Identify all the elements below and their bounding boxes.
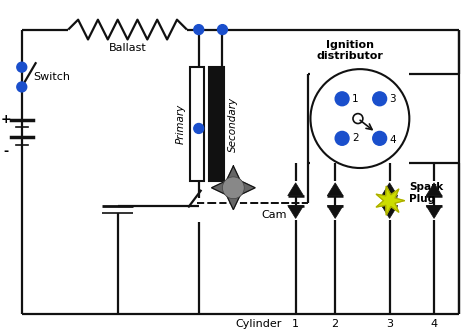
Bar xyxy=(190,67,204,181)
Text: 4: 4 xyxy=(430,319,438,329)
Circle shape xyxy=(335,92,349,106)
Polygon shape xyxy=(426,183,442,196)
Text: 3: 3 xyxy=(386,319,393,329)
Text: +: + xyxy=(0,113,11,126)
Text: Spark
Plug: Spark Plug xyxy=(410,182,444,204)
Circle shape xyxy=(194,25,204,35)
Polygon shape xyxy=(288,183,303,196)
Text: 4: 4 xyxy=(390,135,396,145)
Polygon shape xyxy=(327,183,343,196)
Text: Cam: Cam xyxy=(261,210,287,219)
Polygon shape xyxy=(426,206,442,218)
Text: Ignition
distributor: Ignition distributor xyxy=(317,40,383,61)
Text: Switch: Switch xyxy=(34,72,71,82)
Circle shape xyxy=(194,124,204,133)
Polygon shape xyxy=(382,206,398,218)
Text: 1: 1 xyxy=(292,319,299,329)
Text: -: - xyxy=(3,145,9,158)
Text: Ballast: Ballast xyxy=(109,43,146,53)
Polygon shape xyxy=(376,186,404,215)
Polygon shape xyxy=(382,183,398,196)
Polygon shape xyxy=(288,206,303,218)
Text: Cylinder: Cylinder xyxy=(235,319,281,329)
Circle shape xyxy=(373,131,387,145)
Text: Secondary: Secondary xyxy=(228,96,238,152)
Circle shape xyxy=(218,25,228,35)
Circle shape xyxy=(17,82,27,92)
Text: 2: 2 xyxy=(352,133,359,143)
Circle shape xyxy=(335,131,349,145)
Text: 3: 3 xyxy=(390,94,396,104)
Polygon shape xyxy=(327,206,343,218)
Circle shape xyxy=(353,114,363,124)
Circle shape xyxy=(17,62,27,72)
Ellipse shape xyxy=(222,177,244,199)
Text: 2: 2 xyxy=(332,319,339,329)
Text: Primary: Primary xyxy=(176,104,186,144)
Polygon shape xyxy=(211,166,255,210)
Circle shape xyxy=(373,92,387,106)
Text: 1: 1 xyxy=(352,94,359,104)
Bar xyxy=(209,67,225,181)
